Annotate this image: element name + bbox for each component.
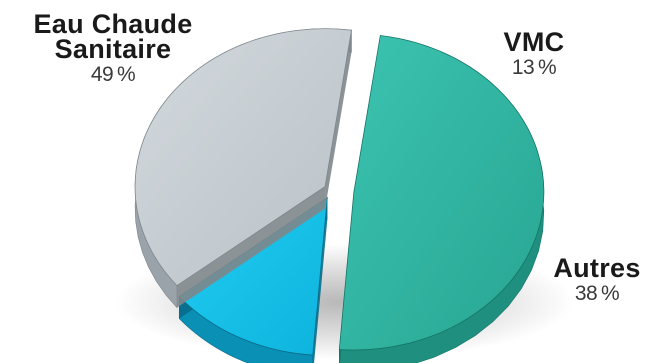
slice-label-ecs-line-1: Eau Chaude <box>33 9 193 39</box>
pie-slice-vmc-top <box>178 196 328 356</box>
pie-slice-ecs-top <box>338 35 545 351</box>
slice-value-autres: 38 % <box>574 282 620 305</box>
pie-slice-autres-wall-0 <box>176 186 326 308</box>
label-autres: Autres 38 % <box>536 253 657 307</box>
pie-slice-autres-top <box>134 28 352 287</box>
label-vmc: VMC 13 % <box>478 27 590 81</box>
pie-slice-ecs <box>338 35 545 363</box>
pie-slice-autres-wall-1 <box>325 30 352 209</box>
slice-label-vmc: VMC <box>503 27 565 57</box>
pie-slices <box>134 28 545 363</box>
pie-slice-autres <box>134 28 352 309</box>
slice-value-ecs: 49 % <box>90 63 136 86</box>
slice-label-autres: Autres <box>553 253 641 283</box>
slice-value-vmc: 13 % <box>511 56 557 79</box>
label-eau-chaude-sanitaire: Eau Chaude Sanitaire 49 % <box>6 9 220 88</box>
slice-label-ecs-line-2: Sanitaire <box>54 34 172 64</box>
